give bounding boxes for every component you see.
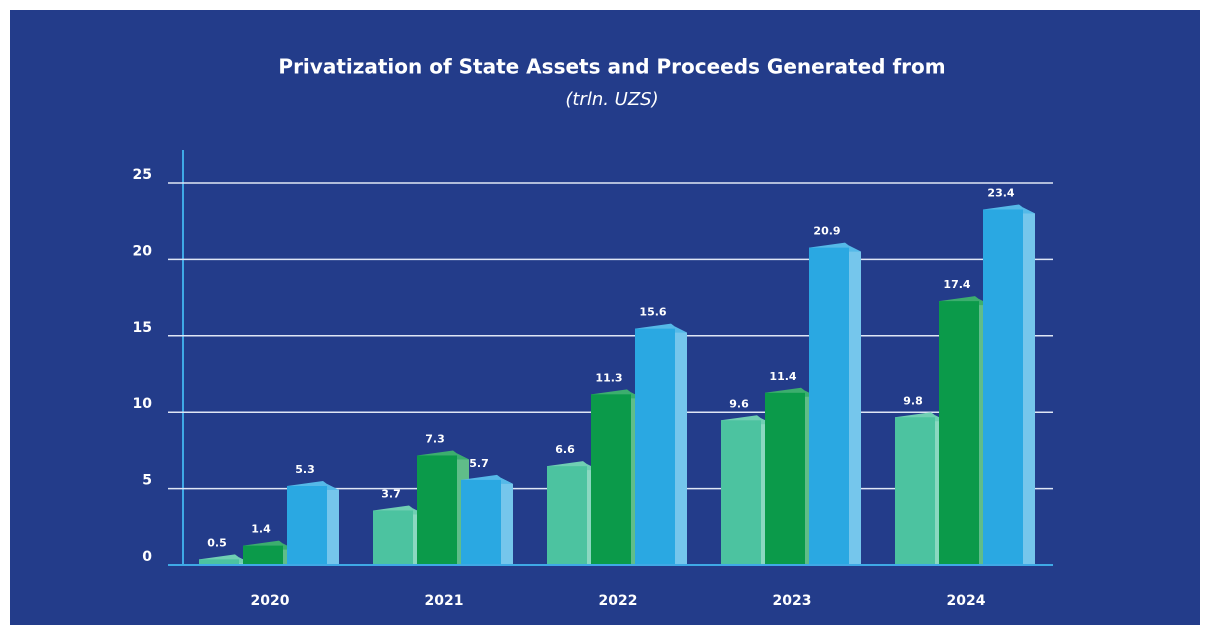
data-label: 11.3 xyxy=(595,371,622,384)
data-label: 23.4 xyxy=(987,186,1014,199)
y-tick-label: 25 xyxy=(133,167,152,183)
x-tick-label: 2023 xyxy=(773,593,812,609)
y-tick-label: 0 xyxy=(142,549,152,565)
bar xyxy=(373,510,413,565)
bar xyxy=(461,479,501,565)
x-tick-label: 2021 xyxy=(425,593,464,609)
data-label: 5.7 xyxy=(469,457,489,470)
bar xyxy=(591,394,631,565)
data-label: 0.5 xyxy=(207,536,227,549)
x-tick-label: 2022 xyxy=(599,593,638,609)
bar xyxy=(287,486,327,565)
bar xyxy=(721,420,761,565)
bar xyxy=(939,301,979,565)
bar xyxy=(765,392,805,565)
bar xyxy=(895,417,935,565)
y-tick-label: 20 xyxy=(133,243,153,259)
bar-side xyxy=(327,484,339,565)
data-label: 9.8 xyxy=(903,394,923,407)
bar-side xyxy=(675,326,687,565)
y-tick-label: 10 xyxy=(133,396,153,412)
bar-side xyxy=(1023,207,1035,565)
data-label: 17.4 xyxy=(943,278,970,291)
data-label: 7.3 xyxy=(425,432,445,445)
data-label: 5.3 xyxy=(295,463,315,476)
data-label: 6.6 xyxy=(555,443,575,456)
bar xyxy=(635,328,675,565)
bar xyxy=(547,466,587,565)
data-label: 3.7 xyxy=(381,487,401,500)
x-tick-label: 2020 xyxy=(251,593,290,609)
bar xyxy=(243,545,283,565)
data-label: 11.4 xyxy=(769,370,796,383)
bar xyxy=(809,247,849,565)
bar xyxy=(417,455,457,565)
data-label: 9.6 xyxy=(729,397,749,410)
bar xyxy=(983,209,1023,565)
bar-side xyxy=(501,477,513,565)
y-tick-label: 5 xyxy=(142,473,152,489)
chart-title: Privatization of State Assets and Procee… xyxy=(278,55,945,79)
data-label: 20.9 xyxy=(813,225,840,238)
bar xyxy=(199,559,239,565)
data-label: 15.6 xyxy=(639,306,666,319)
chart-subtitle: (trln. UZS) xyxy=(565,89,658,110)
x-tick-label: 2024 xyxy=(947,593,986,609)
data-label: 1.4 xyxy=(251,523,271,536)
y-tick-label: 15 xyxy=(133,320,152,336)
bar-side xyxy=(849,245,861,565)
